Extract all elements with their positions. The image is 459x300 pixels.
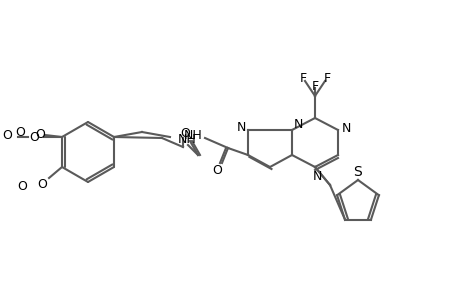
Text: S: S [353,165,362,179]
Text: N: N [312,169,321,182]
Text: F: F [311,80,318,92]
Text: O: O [15,125,25,139]
Text: N: N [293,118,302,130]
Text: O: O [35,128,45,140]
Text: O: O [212,164,221,176]
Text: O: O [29,130,39,143]
Text: F: F [323,71,330,85]
Text: F: F [299,71,306,85]
Text: O: O [2,128,12,142]
Text: NH: NH [178,133,196,146]
Text: O: O [179,127,190,140]
Text: NH: NH [183,128,202,142]
Text: O: O [37,178,47,190]
Text: N: N [236,121,245,134]
Text: O: O [17,179,27,193]
Text: N: N [341,122,350,134]
